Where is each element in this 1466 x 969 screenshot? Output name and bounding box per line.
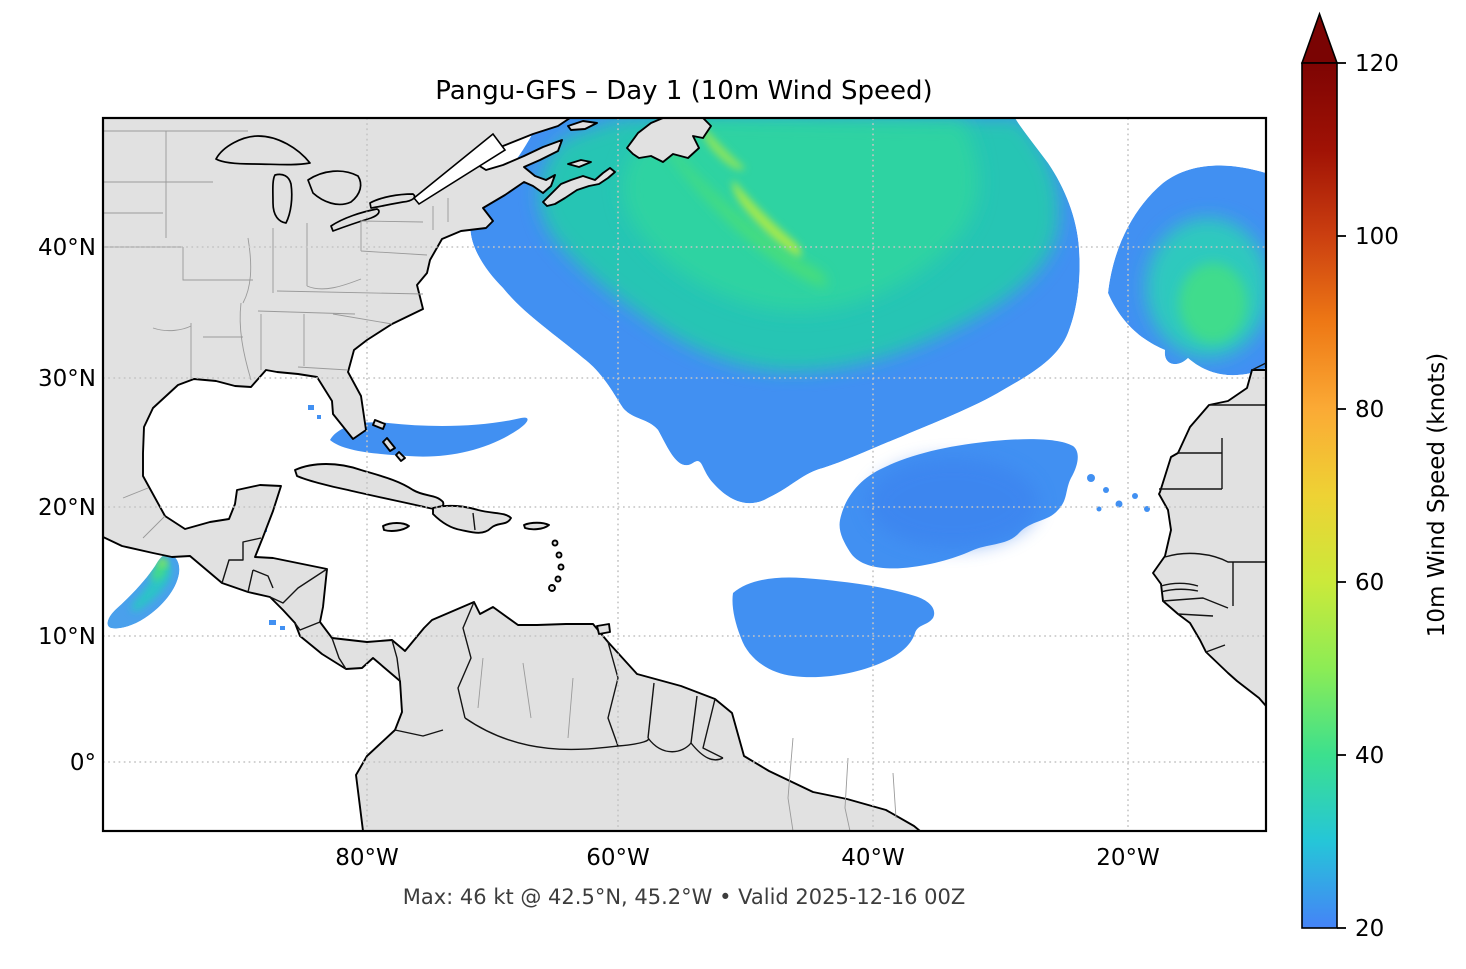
cbar-tick-60: 60: [1355, 570, 1384, 596]
y-tick-0: 0°: [70, 750, 96, 776]
map-frame: [101, 116, 1268, 833]
lake-michigan: [271, 173, 293, 224]
wind-peak-46kt: [732, 180, 802, 257]
country-borders: [221, 362, 1266, 761]
lesser-antilles-island: [557, 563, 565, 571]
bahamas-island: [395, 451, 406, 462]
atlantic-canada-islands: [542, 118, 712, 207]
caribbean-islands: [294, 419, 611, 635]
wind-region-central-trades-south: [732, 577, 935, 678]
island-pei: [567, 159, 592, 168]
wind-speck: [1103, 487, 1109, 493]
wind-core-35kt: [622, 118, 979, 312]
lesser-antilles-island: [555, 551, 563, 559]
x-axis: 80°W 60°W 40°W 20°W: [335, 845, 1160, 871]
island-anticosti: [567, 120, 598, 131]
x-tick-20W: 20°W: [1096, 845, 1160, 871]
colorbar-axis-label: 10m Wind Speed (knots): [1424, 353, 1450, 637]
lesser-antilles-island: [548, 584, 556, 592]
cbar-tick-40: 40: [1355, 743, 1384, 769]
wind-speck: [1115, 500, 1123, 508]
island-newfoundland: [626, 118, 712, 163]
island-cuba: [294, 463, 445, 510]
wind-streak-40kt: [655, 126, 827, 288]
wind-region-ne-atlantic: [1108, 165, 1266, 376]
colorbar-gradient: [1301, 62, 1338, 929]
page-title: Pangu-GFS – Day 1 (10m Wind Speed): [435, 76, 932, 106]
x-tick-80W: 80°W: [335, 845, 399, 871]
y-tick-10N: 10°N: [38, 624, 96, 650]
bahamas-island: [372, 419, 386, 430]
y-tick-40N: 40°N: [38, 235, 96, 261]
map-axes: [103, 118, 1266, 831]
wind-region-central-trades-north: [839, 439, 1150, 569]
wind-speck: [1132, 493, 1138, 499]
x-tick-60W: 60°W: [586, 845, 650, 871]
cbar-tick-80: 80: [1355, 397, 1384, 423]
lake-superior: [215, 135, 311, 166]
caption: Max: 46 kt @ 42.5°N, 45.2°W • Valid 2025…: [403, 885, 966, 909]
gridlines: [103, 118, 1266, 831]
wind-region-north-atlantic-storm: [470, 118, 1080, 504]
island-jamaica: [382, 522, 410, 532]
island-trinidad: [596, 623, 611, 635]
jet-peak: [159, 559, 167, 567]
st-lawrence-river: [412, 132, 507, 206]
cbar-tick-100: 100: [1355, 224, 1399, 250]
colorbar: 120 100 80 60 40 20 10m Wind Speed (knot…: [1300, 11, 1450, 942]
x-tick-40W: 40°W: [841, 845, 905, 871]
colorbar-tick-marks: [1337, 62, 1346, 929]
y-axis: 40°N 30°N 20°N 10°N 0°: [38, 235, 96, 776]
lesser-antilles-island: [551, 539, 559, 547]
y-tick-20N: 20°N: [38, 495, 96, 521]
lesser-antilles-island: [554, 575, 562, 583]
cbar-tick-120: 120: [1355, 51, 1399, 77]
y-tick-30N: 30°N: [38, 366, 96, 392]
island-nova-scotia: [542, 167, 616, 207]
bahamas-island: [382, 437, 396, 452]
wind-speck: [1087, 474, 1095, 482]
great-lakes: [215, 135, 416, 232]
cbar-tick-20: 20: [1355, 916, 1384, 942]
wind-core-38kt: [1179, 263, 1247, 343]
colorbar-extend-arrow: [1300, 11, 1339, 64]
wind-region-tehuantepec-jet: [107, 554, 180, 629]
lake-erie: [330, 208, 380, 232]
wind-patch-newfoundland: [702, 126, 745, 170]
lake-huron: [307, 170, 362, 206]
wind-slab-core: [868, 458, 1038, 548]
island-hispaniola: [432, 504, 512, 534]
lake-ontario: [369, 193, 416, 209]
island-puerto-rico: [523, 521, 550, 531]
coastline-americas: [103, 118, 921, 831]
state-borders: [103, 130, 897, 831]
